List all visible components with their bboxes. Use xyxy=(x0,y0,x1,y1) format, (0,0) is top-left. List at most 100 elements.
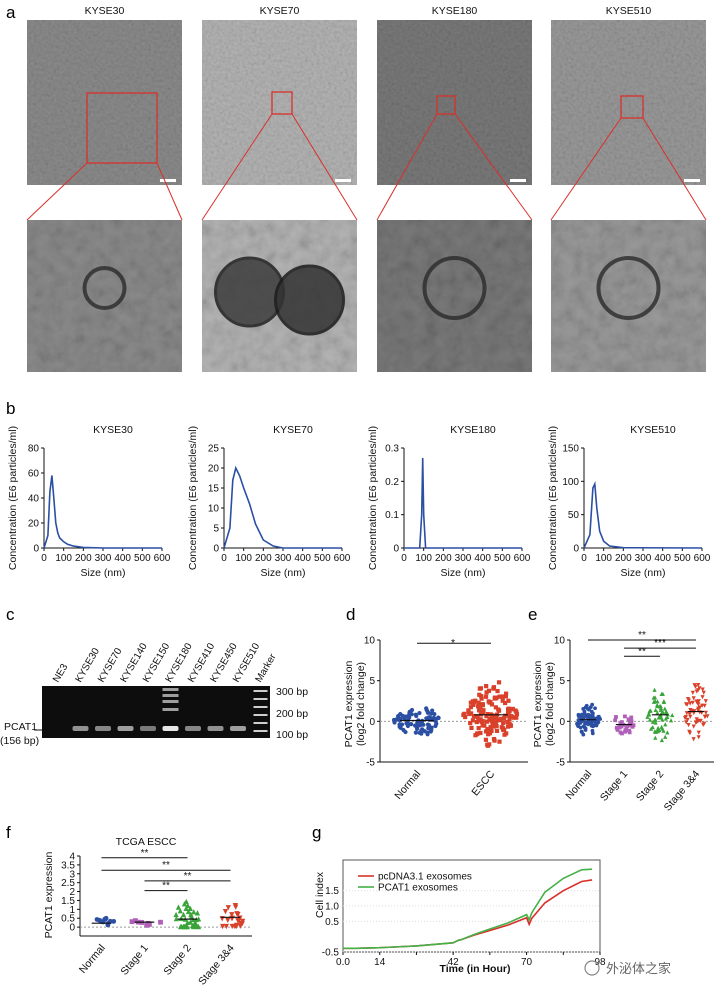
cell-index-series-line xyxy=(343,868,593,950)
exosome-vesicle xyxy=(596,256,661,320)
data-point xyxy=(696,735,701,740)
pcat1-band xyxy=(230,726,246,731)
x-tick-label: 0.0 xyxy=(336,957,350,968)
pcat1-band xyxy=(185,726,201,731)
data-point xyxy=(490,722,495,727)
data-point xyxy=(407,709,412,715)
data-point xyxy=(590,702,595,707)
data-point xyxy=(401,727,406,733)
y-tick-label: 0.1 xyxy=(385,510,399,521)
data-point xyxy=(508,723,513,728)
data-point xyxy=(487,731,493,736)
legend-label: PCAT1 exosomes xyxy=(378,883,458,894)
data-point xyxy=(413,730,418,735)
data-point xyxy=(614,715,618,719)
y-tick-label: 3.5 xyxy=(61,860,75,871)
data-point xyxy=(652,687,657,692)
data-point xyxy=(468,705,474,710)
zoom-line-left xyxy=(550,117,622,221)
data-point xyxy=(492,695,498,700)
data-point xyxy=(476,725,481,731)
data-point xyxy=(501,727,506,732)
data-point xyxy=(629,715,634,720)
marker-label: 200 bp xyxy=(276,708,308,720)
data-point xyxy=(658,715,664,720)
data-point xyxy=(506,710,511,715)
panel-c-letter: c xyxy=(6,605,15,624)
data-point xyxy=(478,706,483,711)
y-tick-label: 10 xyxy=(554,636,566,647)
data-point xyxy=(614,726,619,730)
data-point xyxy=(660,691,665,696)
data-point xyxy=(409,722,414,727)
data-point xyxy=(685,717,690,723)
x-tick-label: 100 xyxy=(595,553,612,564)
pcat1-band xyxy=(207,726,224,731)
data-point xyxy=(471,702,476,707)
data-point xyxy=(486,727,491,732)
data-point xyxy=(239,921,245,927)
data-point xyxy=(484,690,489,695)
data-point xyxy=(653,720,658,725)
panel-b-letter: b xyxy=(6,399,15,418)
ladder-band xyxy=(253,722,268,724)
y-tick-label: 10 xyxy=(208,504,220,515)
data-point xyxy=(180,911,187,918)
data-point xyxy=(514,709,519,715)
y-tick-label: 0 xyxy=(213,544,219,555)
data-point xyxy=(594,723,599,728)
data-point xyxy=(579,712,584,717)
x-tick-label: 0 xyxy=(581,553,587,564)
y-tick-label: 150 xyxy=(562,444,579,455)
data-point xyxy=(696,718,701,723)
data-point xyxy=(696,706,701,711)
nta-ylabel: Concentration (E6 particles/ml) xyxy=(367,426,379,570)
data-point xyxy=(590,723,595,728)
data-point xyxy=(478,703,483,709)
em-overview-image xyxy=(551,20,706,185)
data-point xyxy=(183,905,189,911)
data-point xyxy=(489,716,495,721)
data-point xyxy=(188,911,194,917)
nta-ylabel: Concentration (E6 particles/ml) xyxy=(547,426,559,570)
data-point xyxy=(684,720,689,725)
ladder-band xyxy=(253,690,268,692)
y-tick-label: 0 xyxy=(393,544,399,555)
data-point xyxy=(430,708,435,713)
exosome-vesicle xyxy=(422,256,487,320)
x-tick-label: 400 xyxy=(294,553,311,564)
data-point xyxy=(492,738,497,743)
data-point xyxy=(177,908,183,914)
data-point xyxy=(663,722,668,727)
data-point xyxy=(425,730,430,735)
data-point xyxy=(494,723,499,729)
data-point xyxy=(229,923,235,930)
data-point xyxy=(479,696,484,701)
x-tick-label: 200 xyxy=(255,553,272,564)
zoom-line-right xyxy=(291,113,358,221)
scale-bar xyxy=(160,179,176,182)
zoom-box xyxy=(271,91,293,115)
y-tick-label: 5 xyxy=(559,676,565,687)
data-point xyxy=(623,729,627,734)
nta-title-kyse510: KYSE510 xyxy=(630,424,676,436)
data-point xyxy=(468,721,473,726)
data-point xyxy=(503,700,508,706)
data-point xyxy=(514,712,520,717)
data-point xyxy=(496,680,502,685)
data-point xyxy=(220,923,226,930)
data-point xyxy=(694,717,699,722)
scale-bar xyxy=(335,179,351,182)
data-point xyxy=(469,711,474,716)
data-point xyxy=(581,706,586,711)
data-point xyxy=(177,923,184,930)
data-point xyxy=(703,699,708,704)
data-point xyxy=(187,905,193,911)
data-point xyxy=(506,698,511,703)
pcat1-band xyxy=(117,726,134,731)
data-point xyxy=(509,714,514,719)
data-point xyxy=(477,708,482,713)
exosome-vesicle xyxy=(274,264,345,336)
data-point xyxy=(617,725,622,730)
